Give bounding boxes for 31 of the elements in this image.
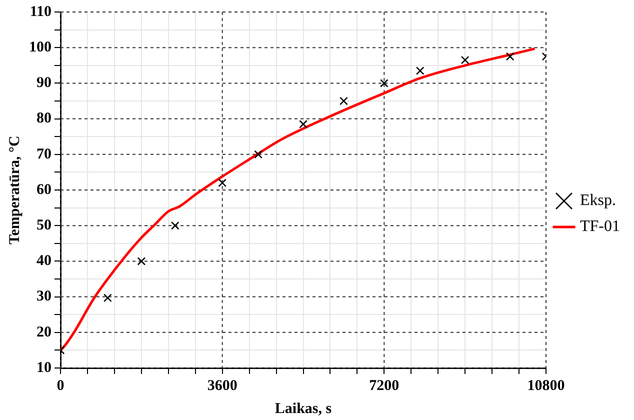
y-tick-label: 60 [36, 182, 52, 198]
point [380, 79, 388, 88]
y-tick-label: 50 [36, 217, 52, 234]
point [416, 66, 424, 75]
y-tick-label: 110 [30, 4, 52, 20]
y-axis-title: Temperatūra, °C [6, 136, 23, 244]
y-tick-label: 90 [36, 75, 52, 92]
x-tick-label: 10800 [527, 378, 565, 394]
x-tick-label: 7200 [369, 378, 400, 394]
point [506, 52, 514, 61]
line-series [60, 47, 536, 352]
x-tick-label: 0 [56, 378, 64, 394]
y-tick-label: 40 [36, 253, 52, 270]
point [460, 56, 470, 64]
point [104, 294, 112, 302]
y-tick-label: 80 [36, 110, 52, 127]
point [340, 96, 348, 106]
y-tick-label: 70 [36, 146, 52, 162]
point [170, 221, 180, 230]
x-axis-title: Laikas, s [274, 400, 332, 417]
point [137, 257, 146, 266]
legend-label: TF-01 [580, 218, 620, 236]
y-tick-label: 20 [36, 324, 52, 340]
y-tick-label: 30 [36, 288, 52, 305]
x-tick-label: 3600 [207, 378, 238, 394]
point [218, 178, 227, 188]
point [299, 120, 308, 128]
y-tick-label: 10 [36, 360, 52, 376]
point [254, 150, 262, 159]
y-tick-label: 100 [29, 39, 52, 56]
legend-label: Eksp. [580, 192, 616, 210]
